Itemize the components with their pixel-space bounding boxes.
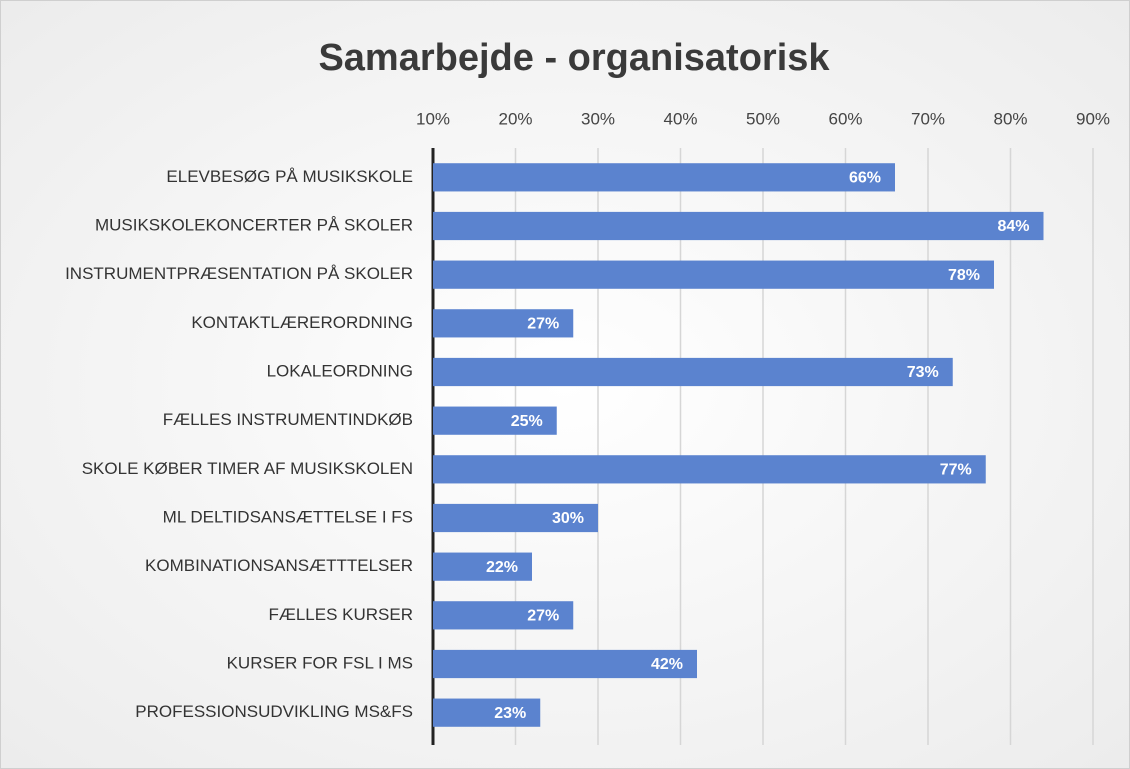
bar xyxy=(433,163,895,192)
bar-value-label: 73% xyxy=(907,364,939,381)
bar-value-label: 27% xyxy=(527,608,559,625)
bar xyxy=(433,552,532,581)
bar-value-label: 78% xyxy=(948,267,980,284)
bar-value-label: 23% xyxy=(494,705,526,722)
bar xyxy=(433,601,574,630)
bar xyxy=(433,357,953,387)
y-tick-label: PROFESSIONSUDVIKLING MS&FS xyxy=(135,702,413,721)
bar-value-label: 22% xyxy=(486,559,518,576)
y-tick-label: KOMBINATIONSANSÆTTTELSER xyxy=(145,556,413,575)
y-tick-label: FÆLLES KURSER xyxy=(268,605,413,624)
x-tick-label: 20% xyxy=(498,109,532,128)
x-tick-label: 80% xyxy=(993,109,1027,128)
bar xyxy=(433,309,574,338)
bar xyxy=(433,503,598,533)
bar xyxy=(433,698,541,727)
y-tick-label: ELEVBESØG PÅ MUSIKSKOLE xyxy=(166,167,413,186)
y-tick-label: ML DELTIDSANSÆTTELSE I FS xyxy=(163,507,413,526)
x-tick-label: 40% xyxy=(663,109,697,128)
y-tick-label: FÆLLES INSTRUMENTINDKØB xyxy=(163,410,413,429)
x-tick-label: 90% xyxy=(1076,109,1110,128)
bar xyxy=(433,455,986,484)
bar xyxy=(433,211,1044,241)
bar-value-label: 25% xyxy=(511,413,543,430)
y-tick-label: MUSIKSKOLEKONCERTER PÅ SKOLER xyxy=(95,215,413,234)
y-tick-label: INSTRUMENTPRÆSENTATION PÅ SKOLER xyxy=(65,264,413,283)
bar xyxy=(433,649,697,679)
bar xyxy=(433,406,557,435)
y-tick-label: LOKALEORDNING xyxy=(267,361,413,380)
bar-value-label: 42% xyxy=(651,656,683,673)
bar-value-label: 66% xyxy=(849,170,881,187)
x-tick-label: 50% xyxy=(746,109,780,128)
bar xyxy=(433,260,994,289)
bar-value-label: 84% xyxy=(997,218,1029,235)
bar-value-label: 30% xyxy=(552,510,584,527)
bar-value-label: 77% xyxy=(940,462,972,479)
x-tick-label: 30% xyxy=(581,109,615,128)
y-tick-label: SKOLE KØBER TIMER AF MUSIKSKOLEN xyxy=(82,459,413,478)
chart-title: Samarbejde - organisatorisk xyxy=(318,37,830,79)
x-tick-label: 60% xyxy=(828,109,862,128)
y-tick-label: KURSER FOR FSL I MS xyxy=(227,653,413,672)
y-tick-label: KONTAKTLÆRERORDNING xyxy=(191,313,413,332)
x-tick-label: 10% xyxy=(416,109,450,128)
x-tick-label: 70% xyxy=(911,109,945,128)
bar-value-label: 27% xyxy=(527,316,559,333)
